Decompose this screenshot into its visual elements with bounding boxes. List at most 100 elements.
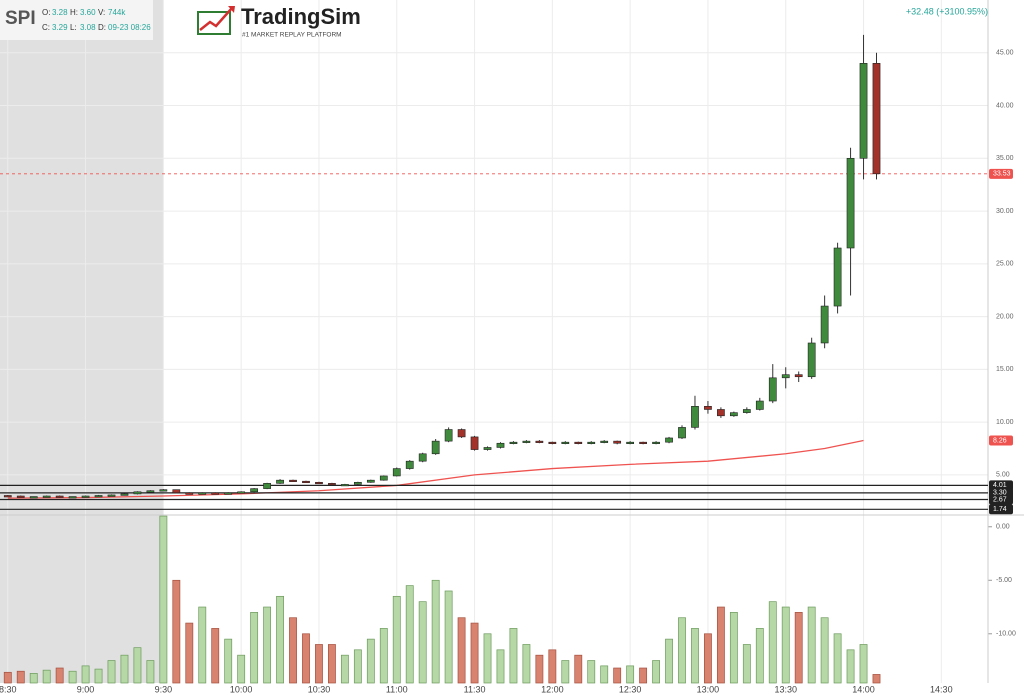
volume-bar bbox=[859, 644, 868, 684]
volume-bar bbox=[146, 660, 155, 684]
volume-bar bbox=[872, 674, 881, 684]
volume-bar bbox=[535, 654, 544, 684]
volume-bar bbox=[379, 628, 388, 684]
volume-bar bbox=[794, 612, 803, 684]
volume-tick-label: -10.00 bbox=[996, 631, 1016, 638]
candle-body bbox=[68, 496, 77, 499]
candle-body bbox=[289, 479, 297, 482]
x-tick-label: 12:00 bbox=[541, 684, 564, 694]
candle-body bbox=[807, 342, 816, 378]
candle-body bbox=[418, 453, 427, 462]
moving-average bbox=[7, 439, 864, 499]
candle-body bbox=[613, 440, 622, 444]
volume-bar bbox=[16, 670, 25, 684]
candle-body bbox=[431, 440, 440, 455]
volume-bar bbox=[626, 665, 635, 684]
x-tick-label: 10:00 bbox=[230, 684, 253, 694]
price-tag bbox=[989, 168, 1013, 179]
volume-bar bbox=[574, 654, 583, 684]
candle-body bbox=[859, 63, 868, 159]
candle-body bbox=[704, 406, 712, 410]
volume-bar bbox=[392, 595, 401, 684]
candle-body bbox=[172, 489, 181, 494]
candle-body bbox=[55, 495, 64, 498]
logo-arrowhead bbox=[228, 6, 235, 13]
candle-body bbox=[302, 480, 310, 484]
field-value: 09-23 08:26 bbox=[108, 23, 151, 32]
logo-arrow bbox=[199, 7, 233, 31]
volume-bar bbox=[107, 660, 116, 684]
candle-body bbox=[548, 441, 557, 444]
volume-bar bbox=[691, 628, 699, 684]
volume-bar bbox=[665, 638, 673, 684]
change-label: +32.48 (+3100.95%) bbox=[906, 6, 988, 16]
volume-bar bbox=[496, 649, 505, 684]
candle-body bbox=[794, 374, 803, 378]
y-tick-label: 15.00 bbox=[996, 366, 1014, 373]
volume-bar bbox=[159, 515, 168, 684]
price-tag bbox=[989, 494, 1013, 505]
candle-body bbox=[81, 495, 90, 498]
candle-body bbox=[626, 441, 635, 444]
price-tag-label: 3.30 bbox=[993, 490, 1007, 497]
volume-bar bbox=[704, 633, 712, 684]
volume-bar bbox=[224, 638, 233, 684]
candle-body bbox=[94, 495, 103, 498]
volume-tick-label: 0.00 bbox=[996, 524, 1010, 531]
candle-body bbox=[353, 481, 362, 485]
volume-bar bbox=[833, 633, 842, 684]
volume-bar bbox=[418, 601, 427, 684]
candle-body bbox=[509, 441, 518, 444]
candle-body bbox=[742, 409, 751, 413]
field-label: C: bbox=[42, 23, 50, 32]
x-tick-label: 14:30 bbox=[930, 684, 953, 694]
price-tag bbox=[989, 435, 1013, 446]
candle-body bbox=[315, 481, 323, 485]
ohlc-fields: O: 3.28 H: 3.60 V: 744k C: 3.29 L: 3.08 D: 09-23 08… bbox=[42, 8, 151, 32]
candle-body bbox=[496, 442, 505, 448]
volume-bar bbox=[198, 606, 207, 684]
volume-bar bbox=[250, 612, 259, 684]
candle-body bbox=[600, 440, 609, 443]
volume-bar bbox=[846, 649, 855, 684]
volume-bar bbox=[29, 673, 38, 684]
volume-bar bbox=[263, 606, 272, 684]
volume-bar bbox=[768, 601, 777, 684]
volume-bar bbox=[120, 654, 129, 684]
volume-bar bbox=[678, 617, 686, 684]
volume-bar bbox=[781, 606, 790, 684]
candle-body bbox=[639, 441, 647, 444]
candle-body bbox=[198, 492, 207, 495]
candle-body bbox=[120, 493, 129, 496]
price-tag bbox=[989, 504, 1013, 515]
x-tick-label: 11:00 bbox=[386, 684, 408, 694]
volume-bar bbox=[94, 668, 103, 684]
price-tag-label: 1.74 bbox=[993, 506, 1007, 513]
volume-bar bbox=[548, 649, 557, 684]
y-tick-label: 10.00 bbox=[996, 419, 1014, 426]
volume-bar bbox=[172, 579, 181, 684]
candle-body bbox=[717, 409, 725, 417]
candle-body bbox=[29, 496, 38, 499]
candle-body bbox=[405, 460, 414, 469]
x-tick-label: 14:00 bbox=[852, 684, 875, 694]
volume-bar bbox=[211, 628, 220, 684]
symbol: SPI bbox=[5, 8, 36, 29]
candle-body bbox=[574, 441, 583, 444]
volume-bar bbox=[353, 649, 362, 684]
candle-body bbox=[276, 479, 284, 484]
x-tick-label: 9:30 bbox=[155, 684, 173, 694]
candle-body bbox=[587, 441, 596, 444]
candle-body bbox=[185, 492, 194, 495]
y-tick-label: 40.00 bbox=[996, 102, 1014, 109]
volume-bar bbox=[600, 665, 609, 684]
premarket-shade bbox=[0, 0, 164, 683]
x-tick-label: 11:30 bbox=[464, 684, 486, 694]
candle-body bbox=[652, 441, 660, 444]
candle-body bbox=[768, 377, 777, 402]
field-value: 744k bbox=[108, 8, 126, 17]
field-label: V: bbox=[98, 8, 105, 17]
volume-bar bbox=[587, 660, 596, 684]
volume-bar bbox=[444, 590, 453, 684]
